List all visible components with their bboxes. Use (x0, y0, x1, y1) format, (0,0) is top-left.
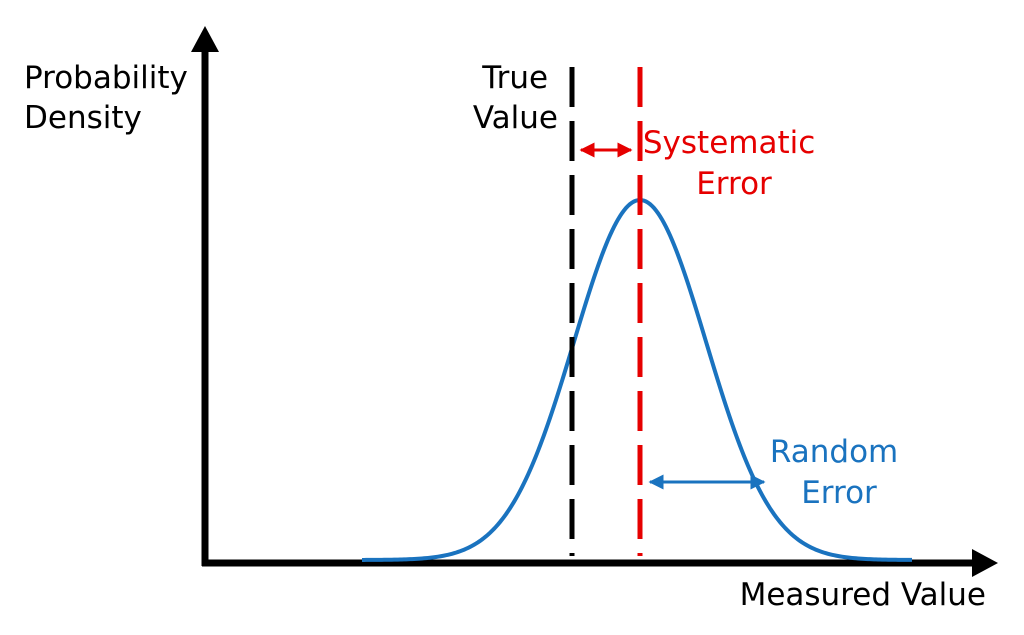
true-value-label-line-2: Value (473, 100, 558, 136)
systematic-error-label-line-1: Systematic (643, 125, 815, 161)
true-value-label: True Value (473, 60, 558, 136)
y-axis-label: Probability Density (24, 60, 198, 136)
random-error-label: Random Error (770, 434, 908, 511)
random-error-label-line-2: Error (801, 475, 877, 511)
probability-density-curve (361, 197, 913, 562)
x-axis-arrowhead (972, 549, 998, 577)
systematic-error-label: Systematic Error (643, 125, 825, 202)
random-error-label-line-1: Random (770, 434, 898, 470)
x-axis-label: Measured Value (740, 577, 986, 613)
systematic-error-label-line-2: Error (696, 166, 772, 202)
y-axis-label-line-2: Density (24, 100, 142, 136)
y-axis-label-line-1: Probability (24, 60, 188, 96)
true-value-label-line-1: True (481, 60, 548, 96)
y-axis-arrowhead (191, 26, 219, 52)
